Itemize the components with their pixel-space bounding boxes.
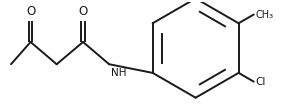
Text: CH₃: CH₃: [256, 9, 274, 20]
Text: Cl: Cl: [256, 77, 266, 87]
Text: O: O: [79, 5, 88, 18]
Text: O: O: [26, 5, 35, 18]
Text: NH: NH: [111, 68, 126, 78]
